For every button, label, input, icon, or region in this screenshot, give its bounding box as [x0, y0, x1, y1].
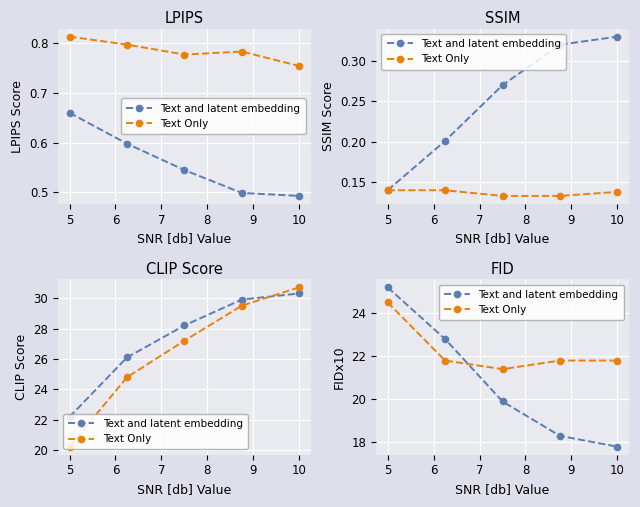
X-axis label: SNR [db] Value: SNR [db] Value [137, 232, 232, 245]
Legend: Text and latent embedding, Text Only: Text and latent embedding, Text Only [63, 414, 248, 449]
Text and latent embedding [556, 433, 564, 439]
Text and latent embedding [441, 336, 449, 342]
Text Only [556, 193, 564, 199]
Y-axis label: SSIM Score: SSIM Score [322, 82, 335, 151]
Line: Text Only: Text Only [385, 299, 621, 372]
Text Only [238, 49, 246, 55]
Title: LPIPS: LPIPS [165, 11, 204, 26]
Text Only [238, 303, 246, 309]
Text Only [499, 193, 506, 199]
Text and latent embedding [384, 187, 392, 193]
Text and latent embedding [66, 414, 74, 420]
Text and latent embedding [556, 42, 564, 48]
Title: SSIM: SSIM [484, 11, 520, 26]
Line: Text and latent embedding: Text and latent embedding [385, 33, 621, 193]
Text and latent embedding [180, 167, 188, 173]
Line: Text and latent embedding: Text and latent embedding [67, 291, 302, 420]
Text and latent embedding [499, 399, 506, 405]
Text and latent embedding [238, 190, 246, 196]
Y-axis label: FIDx10: FIDx10 [333, 345, 346, 389]
Legend: Text and latent embedding, Text Only: Text and latent embedding, Text Only [381, 34, 566, 69]
Text Only [614, 189, 621, 195]
Text Only [180, 338, 188, 344]
Text and latent embedding [180, 322, 188, 329]
Text and latent embedding [614, 444, 621, 450]
Text Only [384, 187, 392, 193]
Text and latent embedding [441, 138, 449, 144]
Text and latent embedding [499, 82, 506, 88]
Legend: Text and latent embedding, Text Only: Text and latent embedding, Text Only [121, 98, 305, 134]
Text Only [123, 42, 131, 48]
Y-axis label: LPIPS Score: LPIPS Score [11, 80, 24, 153]
X-axis label: SNR [db] Value: SNR [db] Value [456, 483, 550, 496]
Text Only [123, 374, 131, 380]
Text and latent embedding [296, 193, 303, 199]
Text and latent embedding [614, 33, 621, 40]
Text Only [66, 33, 74, 40]
Title: FID: FID [491, 262, 515, 277]
Text Only [556, 357, 564, 364]
Text Only [296, 63, 303, 69]
Title: CLIP Score: CLIP Score [146, 262, 223, 277]
Line: Text Only: Text Only [67, 284, 302, 450]
Text and latent embedding [296, 291, 303, 297]
Text Only [499, 366, 506, 372]
Legend: Text and latent embedding, Text Only: Text and latent embedding, Text Only [439, 284, 624, 320]
Text and latent embedding [123, 354, 131, 360]
Line: Text Only: Text Only [67, 33, 302, 69]
X-axis label: SNR [db] Value: SNR [db] Value [137, 483, 232, 496]
Text and latent embedding [66, 110, 74, 116]
Text and latent embedding [238, 297, 246, 303]
Text Only [66, 444, 74, 450]
Y-axis label: CLIP Score: CLIP Score [15, 334, 28, 400]
Text Only [441, 357, 449, 364]
X-axis label: SNR [db] Value: SNR [db] Value [456, 232, 550, 245]
Text and latent embedding [384, 284, 392, 291]
Line: Text and latent embedding: Text and latent embedding [385, 284, 621, 450]
Text and latent embedding [123, 140, 131, 147]
Text Only [296, 284, 303, 291]
Text Only [441, 187, 449, 193]
Line: Text Only: Text Only [385, 187, 621, 199]
Text Only [180, 52, 188, 58]
Text Only [384, 299, 392, 305]
Line: Text and latent embedding: Text and latent embedding [67, 110, 302, 199]
Text Only [614, 357, 621, 364]
